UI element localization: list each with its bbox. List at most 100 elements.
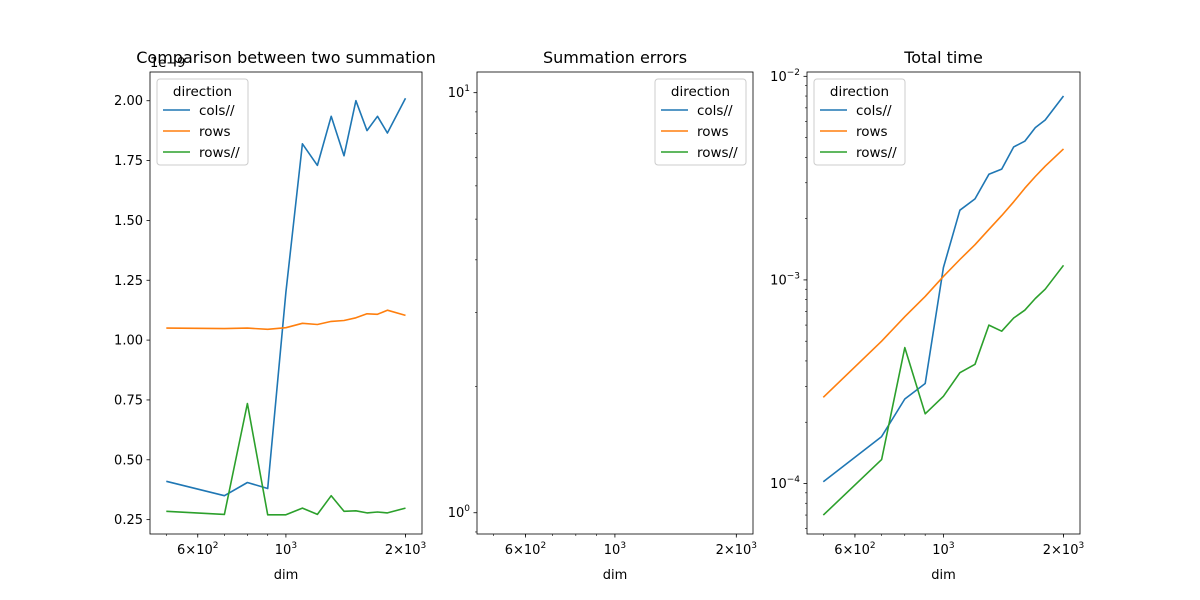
x-axis-label: dim: [603, 568, 628, 583]
series-line-rows-par: [166, 402, 406, 516]
tick-exponent: 2: [213, 541, 219, 551]
tick-mantissa: ×10: [393, 543, 420, 558]
legend-entry: cols//: [697, 103, 733, 119]
y-tick-label: 10−2: [770, 68, 800, 85]
tick-base: 6: [177, 543, 185, 558]
chart-title: Total time: [903, 48, 983, 67]
legend-entry: cols//: [199, 103, 235, 119]
chart-panel-1: 6×102 103 2×1030.250.500.751.001.251.501.7…: [114, 48, 436, 583]
x-tick-label: 6×102: [177, 541, 218, 558]
y-tick-label: 1.25: [114, 274, 143, 289]
tick-text: 2.00: [114, 94, 143, 109]
tick-exponent: 1: [464, 84, 470, 94]
axes-frame: [476, 71, 754, 535]
series-line-rows-par: [822, 264, 1065, 516]
tick-base: 6: [834, 543, 842, 558]
tick-text: 1.75: [114, 154, 143, 169]
tick-mantissa: 10: [448, 86, 465, 101]
legend-entry: rows//: [856, 145, 897, 161]
axes-frame: [806, 71, 1081, 535]
tick-mantissa: ×10: [1051, 543, 1078, 558]
legend: direction cols// rows rows//: [654, 78, 747, 166]
x-tick-label: 6×102: [505, 541, 546, 558]
y-tick-label: 101: [448, 84, 470, 101]
tick-mantissa: 10: [770, 273, 787, 288]
y-tick-label: 1.75: [114, 154, 143, 169]
y-tick-label: 0.50: [114, 453, 143, 468]
tick-base: 2: [1043, 543, 1051, 558]
legend-entry: rows: [697, 124, 729, 140]
y-offset-label: 1e−9: [150, 56, 185, 71]
tick-exponent: 3: [620, 541, 626, 551]
y-tick-label: 0.75: [114, 393, 143, 408]
tick-exponent: 0: [464, 504, 470, 514]
legend-title: direction: [671, 84, 730, 100]
y-tick-label: 1.00: [114, 334, 143, 349]
tick-exponent: 3: [751, 541, 757, 551]
tick-exponent: 2: [540, 541, 546, 551]
tick-mantissa: ×10: [724, 543, 751, 558]
tick-base: 6: [505, 543, 513, 558]
tick-exponent: 3: [291, 541, 297, 551]
tick-text: 1.25: [114, 274, 143, 289]
legend-title: direction: [173, 84, 232, 100]
tick-exponent: 3: [421, 541, 427, 551]
tick-base: 2: [385, 543, 393, 558]
x-tick-label: 2×103: [385, 541, 426, 558]
x-tick-label: 103: [604, 541, 626, 558]
series-group: [822, 95, 1065, 516]
legend-box: [654, 78, 747, 166]
tick-mantissa: 10: [448, 506, 465, 521]
x-tick-label: 2×103: [1043, 541, 1084, 558]
series-line-cols-par: [822, 95, 1065, 483]
legend-title: direction: [830, 84, 889, 100]
tick-text: 1.50: [114, 214, 143, 229]
y-tick-label: 0.25: [114, 513, 143, 528]
series-group: [166, 97, 407, 516]
x-axis-label: dim: [274, 568, 299, 583]
legend-entry: rows: [199, 124, 231, 140]
legend-entry: rows: [856, 124, 888, 140]
tick-exponent: 3: [1078, 541, 1084, 551]
legend-entry: rows//: [199, 145, 240, 161]
legend-entry: cols//: [856, 103, 892, 119]
tick-mantissa: ×10: [185, 543, 212, 558]
legend-box: [813, 78, 906, 166]
tick-exponent: −3: [787, 271, 800, 281]
x-tick-label: 6×102: [834, 541, 875, 558]
tick-mantissa: ×10: [842, 543, 869, 558]
tick-mantissa: 10: [770, 477, 787, 492]
y-tick-label: 1.50: [114, 214, 143, 229]
tick-mantissa: ×10: [513, 543, 540, 558]
chart-title: Comparison between two summation: [136, 48, 436, 67]
legend: direction cols// rows rows//: [156, 78, 249, 166]
x-tick-label: 103: [275, 541, 297, 558]
tick-exponent: −4: [787, 475, 801, 485]
legend-entry: rows//: [697, 145, 738, 161]
tick-exponent: −2: [787, 68, 800, 78]
y-tick-label: 10−3: [770, 271, 800, 288]
tick-mantissa: 10: [770, 70, 787, 85]
tick-exponent: 3: [949, 541, 955, 551]
y-tick-label: 10−4: [770, 475, 800, 492]
tick-text: 0.50: [114, 453, 143, 468]
axes-frame: [149, 71, 423, 535]
series-line-cols-par: [166, 97, 407, 497]
legend-box: [156, 78, 249, 166]
series-line-rows: [166, 309, 406, 331]
tick-mantissa: 10: [275, 543, 292, 558]
y-tick-label: 2.00: [114, 94, 143, 109]
tick-mantissa: 10: [932, 543, 949, 558]
x-tick-label: 2×103: [716, 541, 757, 558]
x-tick-label: 103: [932, 541, 954, 558]
series-line-rows: [822, 148, 1065, 398]
y-tick-label: 100: [448, 504, 471, 521]
chart-title: Summation errors: [543, 48, 687, 67]
tick-text: 0.25: [114, 513, 143, 528]
legend: direction cols// rows rows//: [813, 78, 906, 166]
x-axis-label: dim: [931, 568, 956, 583]
tick-base: 2: [716, 543, 724, 558]
tick-mantissa: 10: [604, 543, 621, 558]
